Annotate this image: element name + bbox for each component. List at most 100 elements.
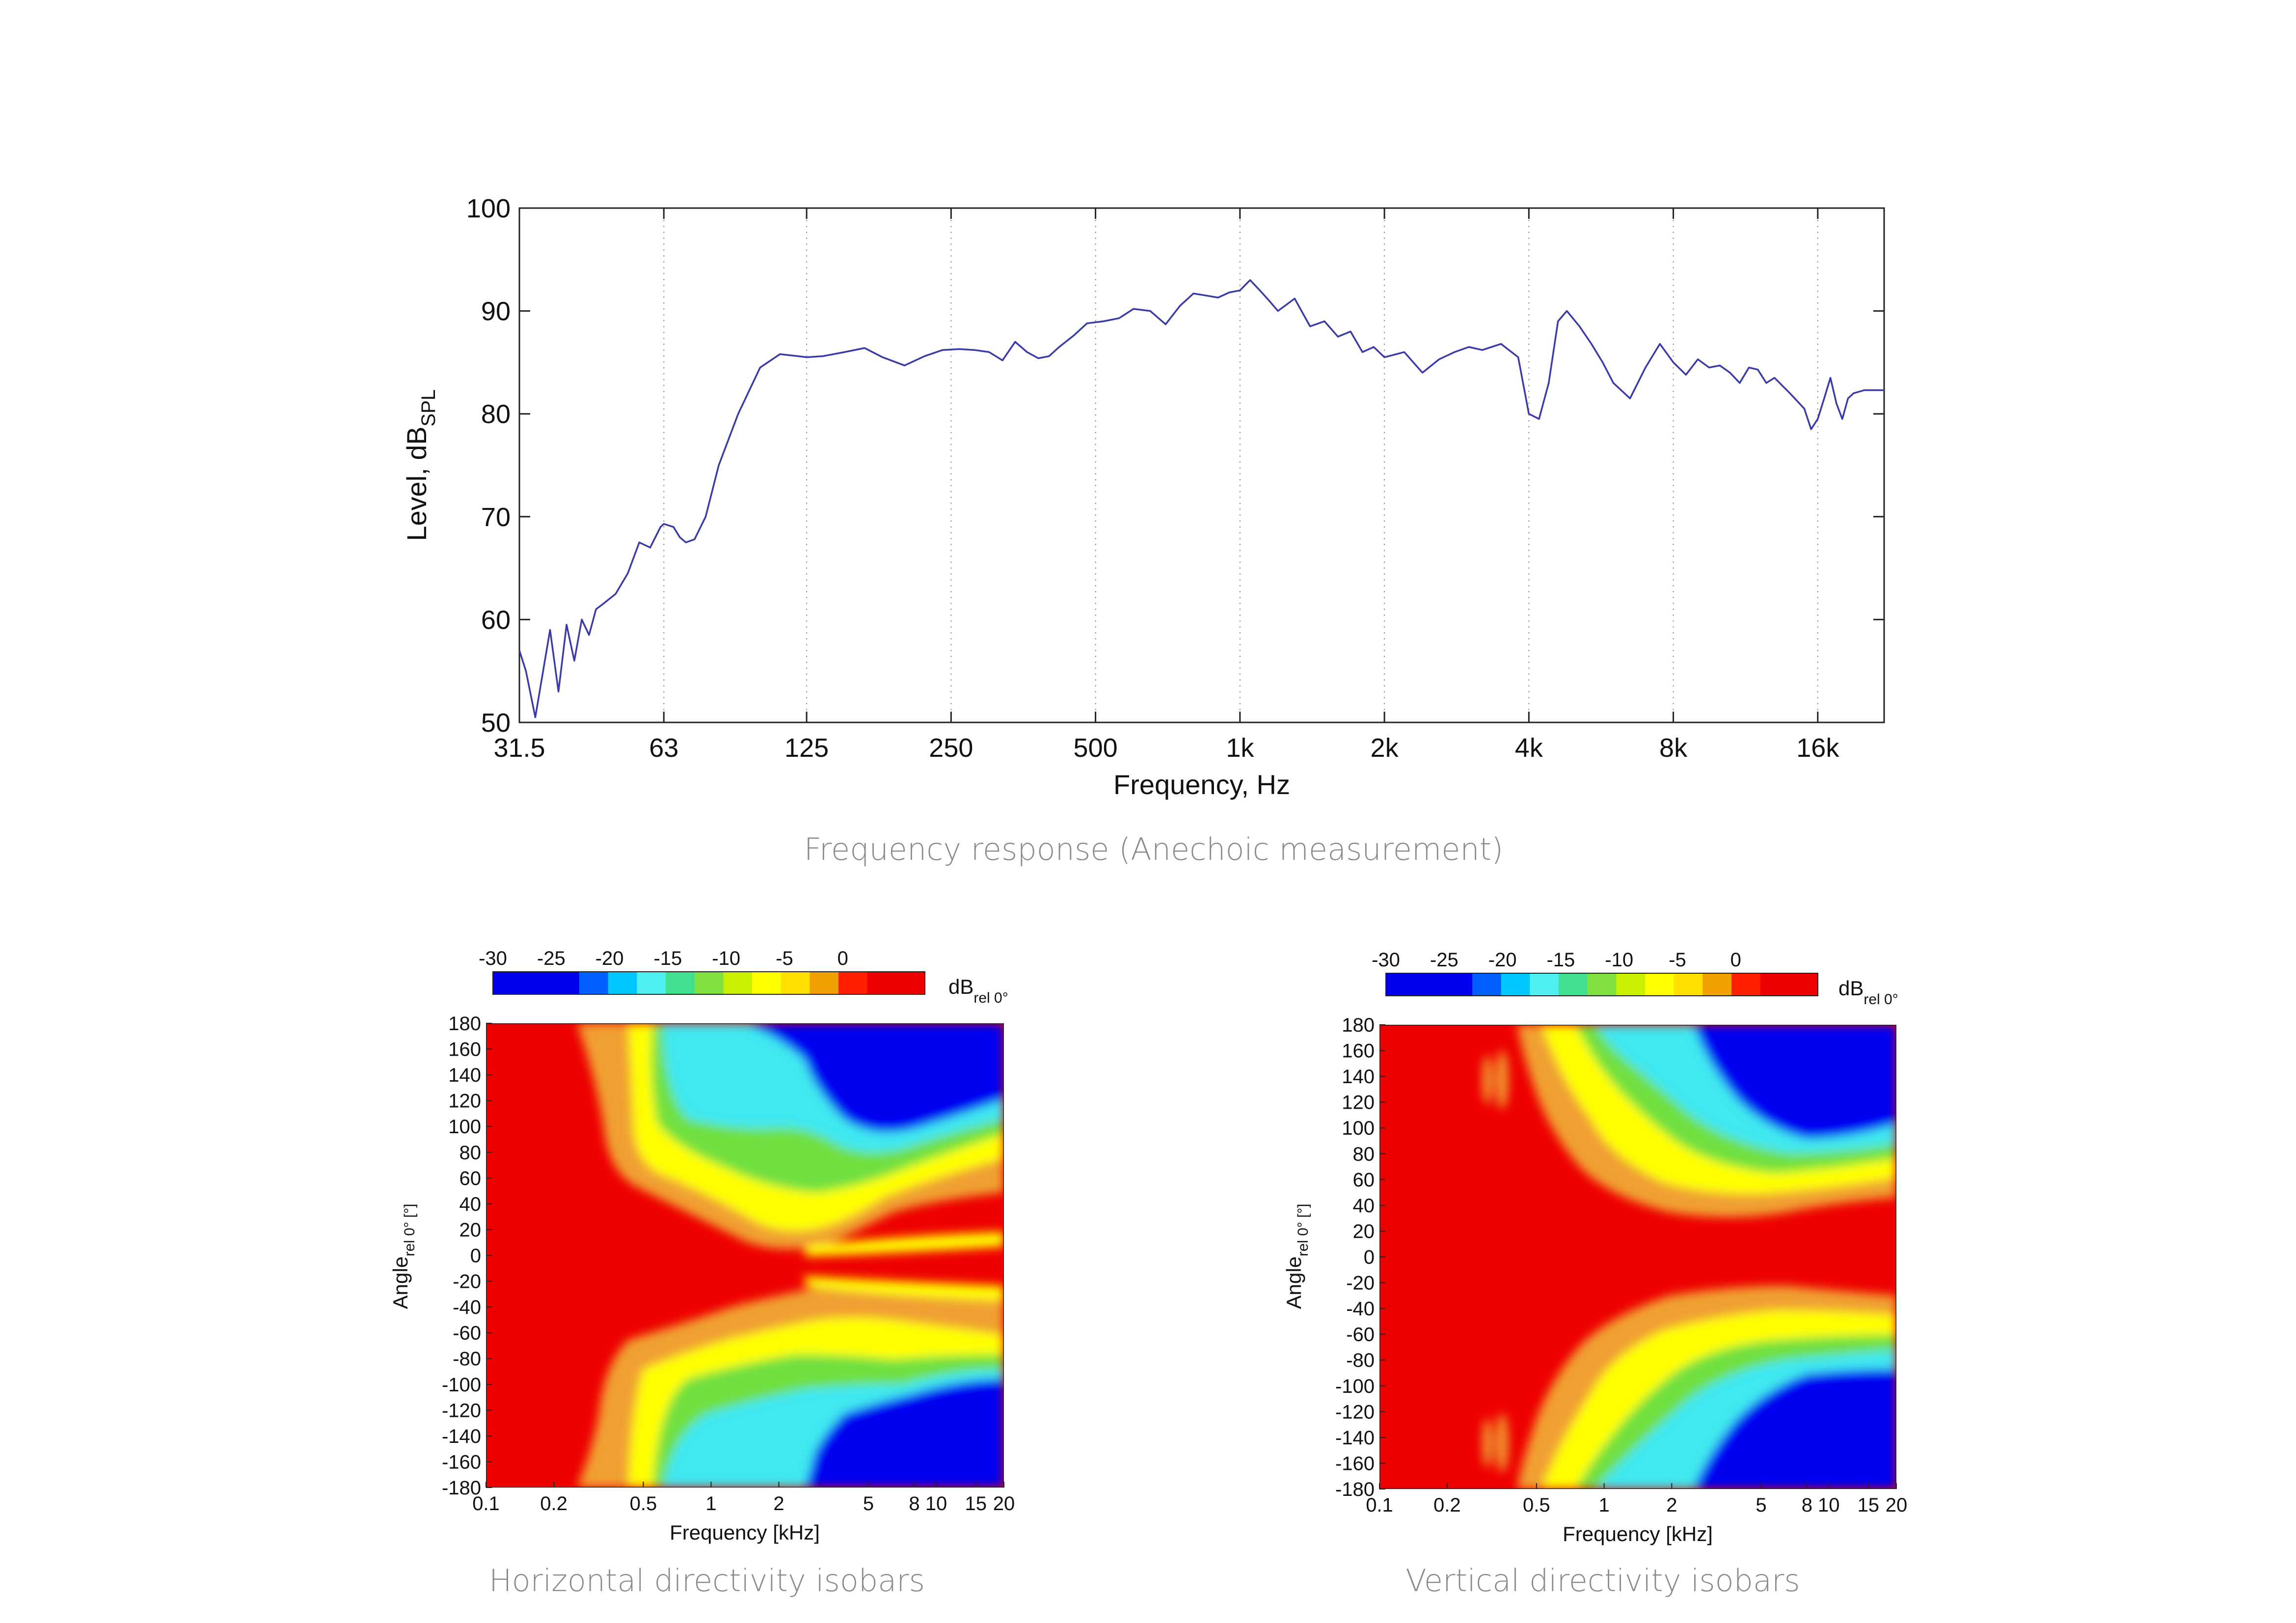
colorbar-swatch	[608, 972, 638, 994]
horizontal-chart-title: Horizontal directivity isobars	[489, 1563, 925, 1598]
colorbar-tick-label: -25	[537, 948, 566, 969]
iso-x-tick-label: 0.1	[472, 1493, 500, 1515]
iso-x-tick-label: 0.2	[1433, 1494, 1461, 1516]
fr-plot-area	[518, 207, 1885, 723]
fr-x-tick-label: 2k	[1371, 733, 1399, 763]
fr-x-tick-label: 63	[649, 733, 678, 763]
iso-y-tick-label: 120	[448, 1091, 481, 1112]
v-orange-spot-upper	[1483, 1055, 1492, 1104]
frequency-response-chart: 31.5 63 125 250 500 1k 2k 4k 8k 16k 50 60 70 80 90 100…	[401, 194, 1885, 867]
v-orange-spot-lower	[1483, 1418, 1492, 1467]
vertical-directivity-chart: -30 -25 -20 -15 -10 -5 0 dBrel 0°	[1282, 949, 1907, 1598]
fr-x-tick-label: 1k	[1226, 733, 1254, 763]
horizontal-y-ticks: 180 160 140 120 100 80 60 40 20 0 -20 -40 -60 -80 -100…	[442, 1013, 492, 1499]
horizontal-x-ticks: 0.1 0.2 0.5 1 2 5 8 10 15 20	[472, 1482, 1015, 1515]
fr-y-tick-label: 70	[481, 503, 511, 532]
iso-y-tick-label: -60	[1346, 1324, 1375, 1346]
fr-x-tick-label: 500	[1074, 733, 1118, 763]
colorbar-swatch	[1789, 973, 1818, 996]
colorbar-swatch	[579, 972, 609, 994]
iso-y-tick-label: 100	[448, 1116, 481, 1138]
colorbar-tick-label: -15	[1546, 949, 1575, 971]
iso-y-tick-label: 60	[459, 1168, 482, 1189]
iso-y-tick-label: -80	[453, 1348, 481, 1370]
h-axis-streak-lower	[805, 1276, 1004, 1301]
horizontal-x-axis-label: Frequency [kHz]	[670, 1521, 820, 1544]
colorbar-swatch	[1386, 973, 1415, 996]
fr-x-tick-label: 250	[929, 733, 973, 763]
fr-y-axis-label: Level, dBSPL	[401, 389, 439, 541]
h-upper-blue	[746, 1023, 1004, 1132]
iso-x-tick-label: 15	[1858, 1494, 1880, 1516]
colorbar-tick-label: -10	[712, 948, 740, 969]
colorbar-swatch	[1702, 973, 1732, 996]
horizontal-colorbar	[492, 971, 925, 995]
colorbar-swatch	[1501, 973, 1531, 996]
vertical-colorbar-label: dBrel 0°	[1838, 977, 1898, 1008]
colorbar-swatch	[1443, 973, 1473, 996]
iso-y-tick-label: -120	[1335, 1401, 1375, 1423]
colorbar-tick-label: -25	[1430, 949, 1459, 971]
horizontal-colorbar-ticks: -30 -25 -20 -15 -10 -5 0	[479, 948, 848, 969]
fr-x-tick-label: 8k	[1659, 733, 1688, 763]
iso-y-tick-label: 160	[1342, 1040, 1375, 1062]
colorbar-swatch	[810, 972, 839, 994]
iso-x-tick-label: 5	[863, 1493, 874, 1515]
horizontal-y-axis-label: Anglerel 0° [°]	[389, 1204, 418, 1309]
vertical-x-ticks: 0.1 0.2 0.5 1 2 5 8 10 15 20	[1366, 1483, 1907, 1516]
iso-y-tick-label: -80	[1346, 1350, 1375, 1371]
iso-x-tick-label: 0.5	[1523, 1494, 1550, 1516]
colorbar-tick-label: -5	[1669, 949, 1686, 971]
h-axis-streak	[805, 1232, 1004, 1256]
colorbar-frame	[492, 971, 925, 995]
colorbar-swatch	[1760, 973, 1790, 996]
iso-y-tick-label: 20	[1353, 1221, 1375, 1242]
iso-y-tick-label: 0	[470, 1245, 481, 1267]
iso-x-tick-label: 2	[1666, 1494, 1677, 1516]
colorbar-swatch	[550, 972, 580, 994]
colorbar-swatch	[896, 972, 925, 994]
horizontal-directivity-chart: -30 -25 -20 -15 -10 -5 0 dBrel 0°	[389, 948, 1015, 1598]
colorbar-swatch	[867, 972, 897, 994]
iso-y-tick-label: 140	[448, 1064, 481, 1086]
colorbar-tick-label: -15	[653, 948, 682, 969]
iso-y-tick-label: 80	[459, 1142, 482, 1164]
colorbar-tick-label: -30	[1372, 949, 1400, 971]
iso-y-tick-label: -160	[1335, 1453, 1375, 1474]
iso-y-tick-label: -20	[453, 1271, 481, 1293]
iso-y-tick-label: -100	[442, 1374, 481, 1396]
colorbar-tick-label: 0	[1730, 949, 1741, 971]
iso-y-tick-label: 60	[1353, 1169, 1375, 1191]
iso-y-tick-label: 140	[1342, 1066, 1375, 1088]
vertical-colorbar	[1385, 973, 1818, 996]
iso-x-tick-label: 1	[1598, 1494, 1609, 1516]
colorbar-swatch	[521, 972, 551, 994]
colorbar-swatch	[781, 972, 810, 994]
fr-y-tick-label: 60	[481, 605, 511, 635]
v-orange-spot-upper-2	[1496, 1050, 1508, 1109]
fr-y-tick-label: 100	[466, 194, 511, 223]
iso-x-tick-label: 1	[705, 1493, 716, 1515]
horizontal-isobar-map	[486, 1023, 1004, 1488]
iso-x-tick-label: 15	[965, 1493, 987, 1515]
colorbar-tick-label: -30	[479, 948, 507, 969]
fr-x-ticks: 31.5 63 125 250 500 1k 2k 4k 8k 16k	[493, 208, 1839, 763]
iso-y-tick-label: 100	[1342, 1117, 1375, 1139]
iso-y-tick-label: 40	[1353, 1195, 1375, 1217]
h-lower-blue	[805, 1379, 1004, 1488]
iso-x-tick-label: 2	[773, 1493, 784, 1515]
iso-y-tick-label: -180	[1335, 1479, 1375, 1500]
iso-y-tick-label: 120	[1342, 1092, 1375, 1114]
iso-x-tick-label: 0.5	[630, 1493, 657, 1515]
fr-series-line	[519, 279, 1884, 718]
colorbar-swatch	[694, 972, 724, 994]
iso-y-tick-label: 180	[448, 1013, 481, 1035]
colorbar-swatch	[493, 972, 522, 994]
fr-x-tick-label: 125	[784, 733, 829, 763]
vertical-x-axis-label: Frequency [kHz]	[1563, 1522, 1713, 1545]
iso-y-tick-label: 20	[459, 1219, 482, 1241]
colorbar-tick-label: -20	[1488, 949, 1517, 971]
fr-y-ticks: 50 60 70 80 90 100	[466, 194, 1884, 738]
colorbar-swatch	[1587, 973, 1617, 996]
